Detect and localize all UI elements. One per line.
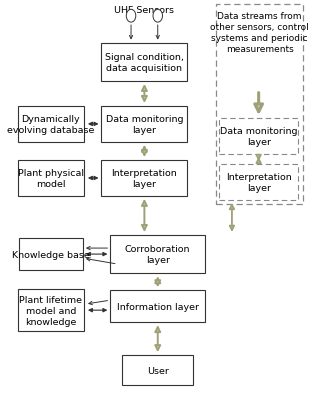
Bar bbox=[219, 164, 298, 200]
Text: Interpretation
layer: Interpretation layer bbox=[112, 168, 177, 188]
Circle shape bbox=[126, 10, 136, 23]
Text: Interpretation
layer: Interpretation layer bbox=[226, 172, 292, 192]
Bar bbox=[110, 235, 205, 273]
Bar bbox=[122, 355, 193, 385]
Text: Corroboration
layer: Corroboration layer bbox=[125, 245, 190, 265]
Bar bbox=[19, 239, 83, 270]
Bar bbox=[17, 107, 84, 143]
Bar bbox=[101, 107, 187, 143]
Text: Data monitoring
layer: Data monitoring layer bbox=[106, 115, 183, 135]
Text: Knowledge base: Knowledge base bbox=[12, 250, 90, 259]
Text: User: User bbox=[147, 366, 169, 375]
Bar bbox=[110, 290, 205, 322]
Text: Data streams from
other sensors, control
systems and periodic
measurements: Data streams from other sensors, control… bbox=[210, 12, 309, 54]
Text: Dynamically
evolving database: Dynamically evolving database bbox=[7, 115, 95, 135]
Text: Information layer: Information layer bbox=[117, 302, 199, 311]
Text: Data monitoring
layer: Data monitoring layer bbox=[220, 127, 297, 147]
Bar bbox=[101, 160, 187, 196]
Text: Signal condition,
data acquisition: Signal condition, data acquisition bbox=[105, 53, 184, 73]
Bar bbox=[101, 44, 187, 82]
Text: Plant lifetime
model and
knowledge: Plant lifetime model and knowledge bbox=[19, 295, 82, 326]
Bar bbox=[17, 290, 84, 331]
Bar bbox=[219, 119, 298, 154]
Text: Plant physical
model: Plant physical model bbox=[18, 168, 84, 188]
Bar bbox=[216, 5, 303, 205]
Text: UHF Sensors: UHF Sensors bbox=[114, 6, 174, 15]
Bar bbox=[17, 160, 84, 196]
Circle shape bbox=[153, 10, 162, 23]
